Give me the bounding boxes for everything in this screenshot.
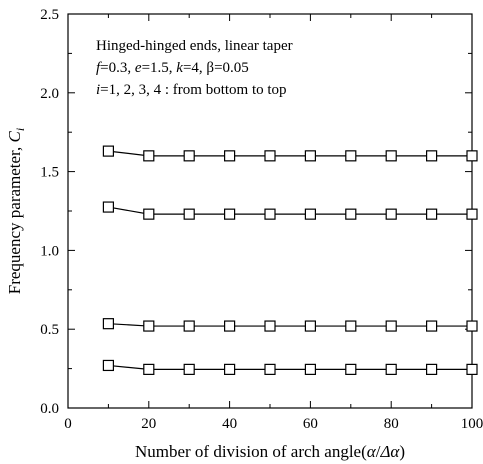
data-point [345,363,357,375]
annotation-line-1: Hinged-hinged ends, linear taper [96,38,293,54]
data-point [264,208,276,220]
data-point [264,150,276,162]
data-point [224,150,236,162]
data-point [385,150,397,162]
data-point [183,150,195,162]
data-point [143,208,155,220]
series-1 [102,359,478,375]
data-point [304,150,316,162]
data-point [183,320,195,332]
x-tick-label: 40 [222,416,237,432]
data-point [264,363,276,375]
tick-labels: 0 20 40 60 80 100 0.0 0.5 1.0 1.5 2.0 2.5 [40,7,483,432]
data-point [143,150,155,162]
axis-ticks [67,13,473,409]
data-point [466,363,478,375]
series-layer [102,145,478,375]
y-axis-title: Frequency parameter, Ci [5,128,27,294]
data-point [345,150,357,162]
data-point [224,208,236,220]
data-point [385,320,397,332]
data-point [143,363,155,375]
data-point [224,320,236,332]
x-axis-title: Number of division of arch angle(α/Δα) [135,442,405,461]
y-tick-label: 2.0 [40,86,59,102]
data-point [304,363,316,375]
data-point [102,359,115,372]
annotation-line-2: f=0.3, e=1.5, k=4, β=0.05 [96,60,249,76]
data-point [102,318,115,330]
data-point [304,320,316,332]
data-point [426,320,438,332]
series-4 [102,145,478,162]
data-point [143,320,155,332]
x-tick-label: 0 [64,416,72,432]
x-tick-label: 20 [141,416,156,432]
x-tick-label: 80 [384,416,399,432]
data-point [466,208,478,220]
data-point [304,208,316,220]
series-line [108,150,472,157]
data-point [345,320,357,332]
x-tick-label: 100 [461,416,483,432]
y-tick-label: 0.0 [40,401,59,417]
series-line [108,323,472,327]
data-point [102,145,115,157]
series-3 [102,201,478,220]
annotation-line-3: i=1, 2, 3, 4 : from bottom to top [96,82,287,98]
series-line [108,364,472,370]
series-line [108,206,472,215]
data-point [102,201,115,213]
data-point [426,150,438,162]
data-point [426,363,438,375]
y-tick-label: 0.5 [40,322,59,338]
data-point [385,363,397,375]
series-2 [102,318,478,332]
y-tick-label: 2.5 [40,7,59,23]
data-point [426,208,438,220]
data-point [385,208,397,220]
data-point [224,363,236,375]
x-tick-label: 60 [303,416,318,432]
data-point [264,320,276,332]
y-tick-label: 1.0 [40,243,59,259]
y-tick-label: 1.5 [40,165,59,181]
data-point [466,150,478,162]
data-point [183,363,195,375]
data-point [345,208,357,220]
data-point [183,208,195,220]
data-point [466,320,478,332]
